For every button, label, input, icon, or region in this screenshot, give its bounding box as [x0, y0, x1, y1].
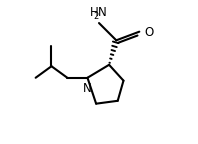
- Text: N: N: [98, 6, 107, 19]
- Text: N: N: [83, 82, 92, 95]
- Text: 2: 2: [94, 12, 99, 21]
- Text: O: O: [144, 26, 154, 39]
- Text: H: H: [90, 6, 99, 19]
